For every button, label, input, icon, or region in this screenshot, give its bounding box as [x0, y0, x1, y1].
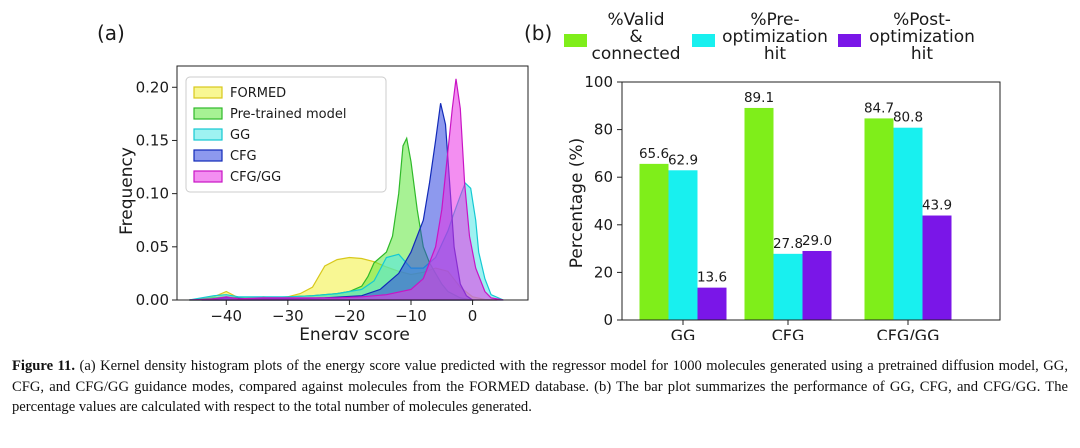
legend-label-line: & — [629, 27, 642, 47]
bar — [922, 215, 952, 320]
caption-label: Figure 11. — [12, 358, 75, 374]
legend-label-line: %Pre- — [750, 10, 799, 30]
bar-value-label: 62.9 — [668, 152, 698, 168]
legend-label-line: optimization — [869, 27, 975, 47]
bar — [864, 118, 894, 320]
bar-value-label: 65.6 — [639, 146, 669, 162]
legend-label: FORMED — [230, 86, 286, 101]
legend-swatch — [193, 107, 223, 120]
panel-b-label: (b) — [524, 21, 552, 45]
legend-swatch — [838, 34, 861, 47]
bar — [744, 107, 774, 320]
y-tick-label: 80 — [594, 121, 613, 139]
kde-chart: −40 −30 −20 −10 0 0.00 0.05 0.10 0.15 0.20 Energy … — [117, 65, 529, 340]
legend-label: GG — [230, 128, 250, 143]
x-tick-label: −10 — [395, 307, 427, 325]
bar — [773, 253, 803, 320]
figure-11: (a) (b) −40 −30 −20 −10 0 0.00 0.05 0.10 0.15 0.2… — [97, 10, 1001, 340]
legend-label-line: connected — [591, 44, 680, 64]
x-category-label: CFG/GG — [877, 326, 940, 340]
legend-swatch — [193, 86, 223, 99]
bar-value-label: 80.8 — [893, 110, 923, 126]
axes-frame — [621, 81, 1001, 321]
bar-value-label: 84.7 — [864, 100, 894, 116]
y-tick-label: 0.05 — [136, 238, 169, 256]
legend-label-line: %Valid — [607, 10, 664, 30]
legend-label: Pre-trained model — [230, 107, 346, 122]
y-tick-label: 0.10 — [136, 185, 169, 203]
y-tick-label: 0.15 — [136, 131, 169, 149]
legend-label-line: hit — [911, 44, 933, 64]
legend-label: CFG/GG — [230, 170, 281, 185]
y-tick-label: 20 — [594, 263, 613, 281]
y-tick-label: 0.20 — [136, 78, 169, 96]
bar — [668, 170, 698, 320]
bar — [639, 163, 669, 320]
x-tick-label: 0 — [468, 307, 478, 325]
legend-swatch — [193, 149, 223, 162]
caption-text: (a) Kernel density histogram plots of th… — [12, 358, 1068, 415]
bar — [697, 287, 727, 320]
x-tick-label: −20 — [334, 307, 366, 325]
axes-frame — [176, 65, 529, 301]
legend-label: CFG — [230, 149, 257, 164]
x-category-label: CFG — [772, 326, 805, 340]
x-category-label: GG — [671, 326, 696, 340]
y-tick-label: 0 — [603, 311, 613, 329]
bar-value-label: 13.6 — [697, 270, 727, 286]
legend-label-line: %Post- — [893, 10, 951, 30]
figure-caption: Figure 11. (a) Kernel density histogram … — [12, 356, 1068, 418]
x-tick-label: −30 — [272, 307, 304, 325]
legend-swatch — [193, 170, 223, 183]
bar — [893, 127, 923, 320]
bar-value-label: 29.0 — [802, 233, 832, 249]
bar — [802, 250, 832, 320]
y-tick-label: 40 — [594, 216, 613, 234]
kde-area-4 — [189, 78, 504, 301]
bar-value-label: 27.8 — [773, 236, 803, 252]
x-tick-label: −40 — [210, 307, 242, 325]
legend-swatch — [692, 34, 715, 47]
legend-label-line: hit — [764, 44, 786, 64]
y-axis-label: Frequency — [117, 147, 137, 235]
legend-box — [185, 76, 387, 193]
legend-swatch — [193, 128, 223, 141]
panel-a-label: (a) — [97, 21, 125, 45]
bar-value-label: 89.1 — [744, 90, 774, 106]
y-axis-label: Percentage (%) — [567, 138, 587, 268]
legend-label-line: optimization — [722, 27, 828, 47]
bar-chart: 65.6 89.1 84.7 62.9 27.8 80.8 13.6 29.0 43.9 0 20 4… — [564, 10, 1001, 340]
legend-swatch — [564, 34, 587, 47]
bar-value-label: 43.9 — [922, 198, 952, 214]
y-tick-label: 100 — [584, 73, 613, 91]
y-tick-label: 0.00 — [136, 291, 169, 309]
x-axis-label: Energy score — [299, 325, 410, 340]
y-tick-label: 60 — [594, 168, 613, 186]
